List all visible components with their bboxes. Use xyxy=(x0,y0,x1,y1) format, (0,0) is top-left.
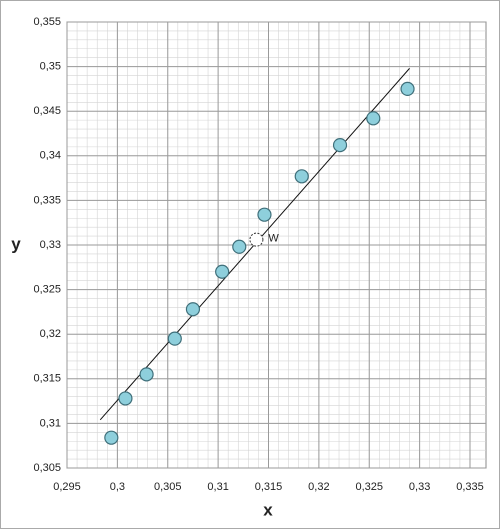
data-point xyxy=(167,331,182,346)
y-tick-label: 0,35 xyxy=(40,61,61,73)
data-point xyxy=(215,264,230,279)
data-point xyxy=(139,367,154,382)
x-axis-title: x xyxy=(263,500,273,519)
y-tick-label: 0,315 xyxy=(33,373,61,385)
data-point xyxy=(104,430,119,445)
x-tick-label: 0,315 xyxy=(255,481,283,493)
y-tick-label: 0,345 xyxy=(33,105,61,117)
y-tick-label: 0,305 xyxy=(33,462,61,474)
x-tick-label: 0,295 xyxy=(53,481,81,493)
x-tick-label: 0,325 xyxy=(355,481,383,493)
x-tick-label: 0,305 xyxy=(154,481,182,493)
data-point xyxy=(332,137,348,153)
y-tick-label: 0,325 xyxy=(33,284,61,296)
y-tick-label: 0,355 xyxy=(33,16,61,28)
y-tick-label: 0,335 xyxy=(33,194,61,206)
y-tick-label: 0,31 xyxy=(40,417,61,429)
y-tick-label: 0,32 xyxy=(40,328,61,340)
x-tick-label: 0,31 xyxy=(207,481,228,493)
y-tick-label: 0,34 xyxy=(40,150,61,162)
data-point xyxy=(257,207,272,222)
data-point xyxy=(366,111,381,126)
y-axis-title: y xyxy=(11,234,21,253)
highlight-label: W xyxy=(268,233,279,245)
y-tick-label: 0,33 xyxy=(40,239,61,251)
data-point xyxy=(118,391,133,406)
x-tick-label: 0,3 xyxy=(110,481,125,493)
data-point xyxy=(185,302,201,317)
x-tick-label: 0,335 xyxy=(456,481,484,493)
data-point xyxy=(294,169,309,184)
x-tick-label: 0,32 xyxy=(308,481,329,493)
data-point xyxy=(232,239,247,254)
data-point xyxy=(400,81,415,97)
x-tick-label: 0,33 xyxy=(409,481,430,493)
highlight-point xyxy=(249,232,264,247)
